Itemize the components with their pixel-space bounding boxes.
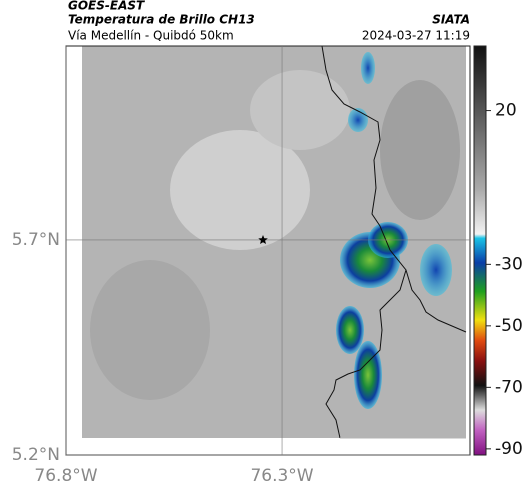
x-tick-label: 76.3°W [250, 466, 313, 486]
datetime: 2024-03-27 11:19 [362, 29, 470, 43]
source: SIATA [432, 13, 470, 27]
colorbar-tick-label: -30 [495, 254, 523, 274]
colorbar-tick-label: -90 [495, 439, 523, 459]
subtitle: Temperatura de Brillo CH13 [68, 13, 255, 27]
route: Vía Medellín - Quibdó 50km [68, 29, 234, 43]
y-tick-label: 5.2°N [12, 445, 60, 465]
y-tick-label: 5.7°N [12, 230, 60, 250]
title: GOES-EAST [68, 0, 145, 13]
location-marker [258, 235, 268, 244]
colorbar-tick-label: -50 [495, 316, 523, 336]
colorbar-tick-label: -70 [495, 377, 523, 397]
colorbar [473, 45, 487, 456]
colorbar-tick-label: 20 [495, 101, 517, 121]
x-tick-label: 76.8°W [34, 466, 97, 486]
imagery [82, 45, 467, 439]
